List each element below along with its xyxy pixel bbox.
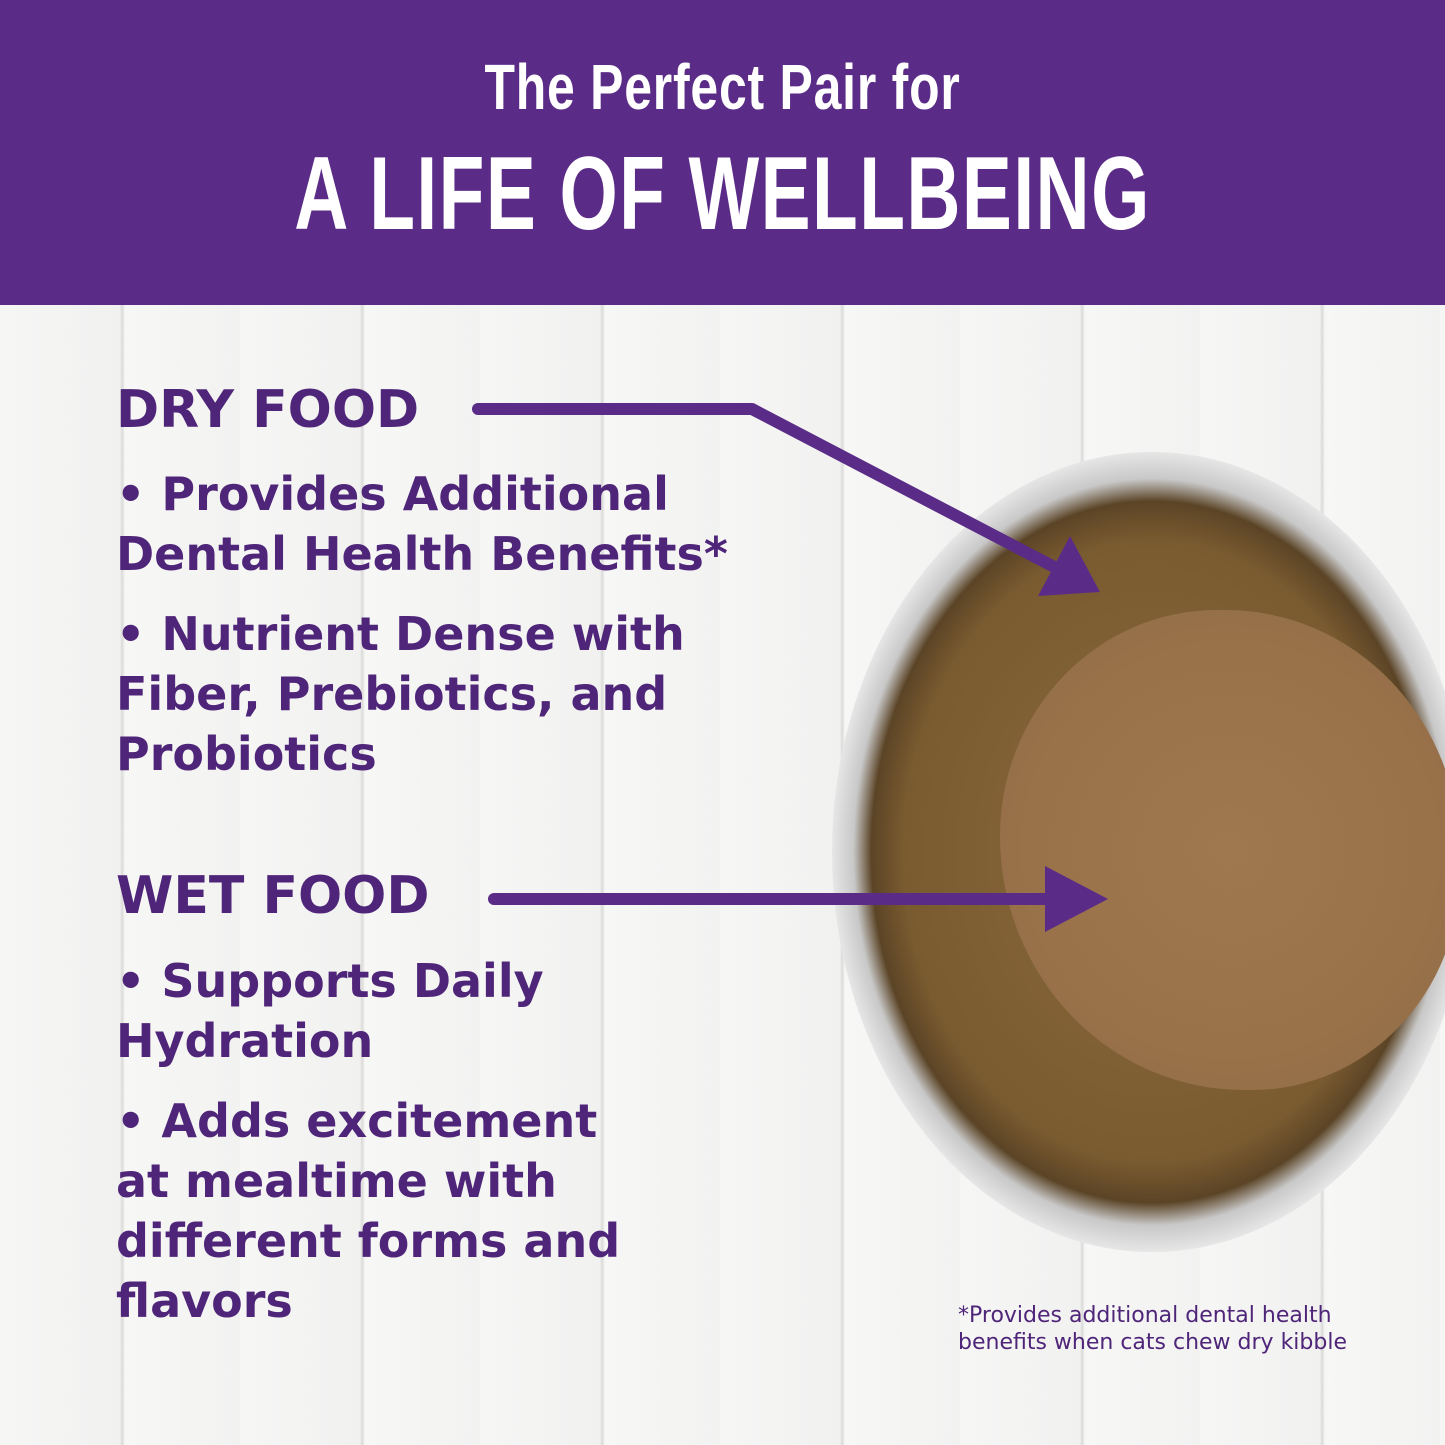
dry-food-arrowhead [1038,536,1100,596]
wet-food-image [1000,610,1445,1090]
wet-food-heading: WET FOOD [116,866,430,926]
dry-food-heading: DRY FOOD [116,380,420,440]
header-title: A LIFE OF WELLBEING [294,136,1151,252]
footnote: *Provides additional dental health benef… [958,1303,1347,1355]
header-banner: The Perfect Pair for A LIFE OF WELLBEING [0,0,1445,305]
dry-food-bullet: • Provides Additional Dental Health Bene… [116,467,728,581]
wet-food-arrowhead [1045,866,1108,932]
header-subtitle: The Perfect Pair for [484,51,961,123]
wet-food-bullet: • Supports Daily Hydration [116,954,544,1068]
dry-food-bullet: • Nutrient Dense with Fiber, Prebiotics,… [116,607,685,781]
wet-food-bullet: • Adds excitement at mealtime with diffe… [116,1094,621,1328]
dry-food-arrow [472,403,1066,576]
